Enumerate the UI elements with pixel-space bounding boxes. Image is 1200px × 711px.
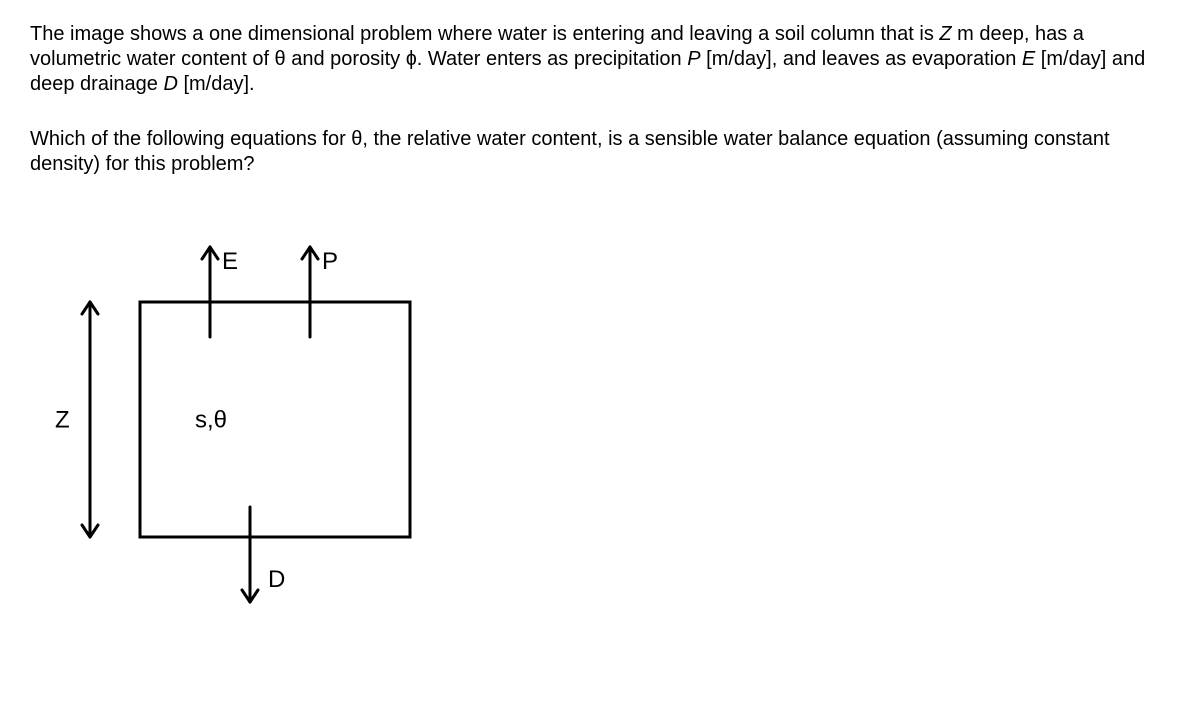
- page: The image shows a one dimensional proble…: [0, 0, 1200, 632]
- svg-text:P: P: [322, 248, 338, 275]
- text: The image shows a one dimensional proble…: [30, 23, 939, 45]
- svg-text:s,θ: s,θ: [195, 407, 227, 434]
- svg-text:D: D: [268, 566, 285, 593]
- diagram-svg: Z E P Ds,θ: [50, 207, 470, 627]
- problem-paragraph-1: The image shows a one dimensional proble…: [30, 22, 1170, 97]
- problem-paragraph-2: Which of the following equations for θ, …: [30, 127, 1170, 177]
- var-E: E: [1022, 48, 1035, 70]
- var-D: D: [163, 73, 177, 95]
- soil-column-diagram: Z E P Ds,θ: [50, 207, 1170, 632]
- text: [m/day].: [178, 73, 255, 95]
- svg-text:Z: Z: [55, 407, 70, 434]
- svg-text:E: E: [222, 248, 238, 275]
- var-Z: Z: [939, 23, 951, 45]
- text: [m/day], and leaves as evaporation: [701, 48, 1022, 70]
- var-P: P: [687, 48, 700, 70]
